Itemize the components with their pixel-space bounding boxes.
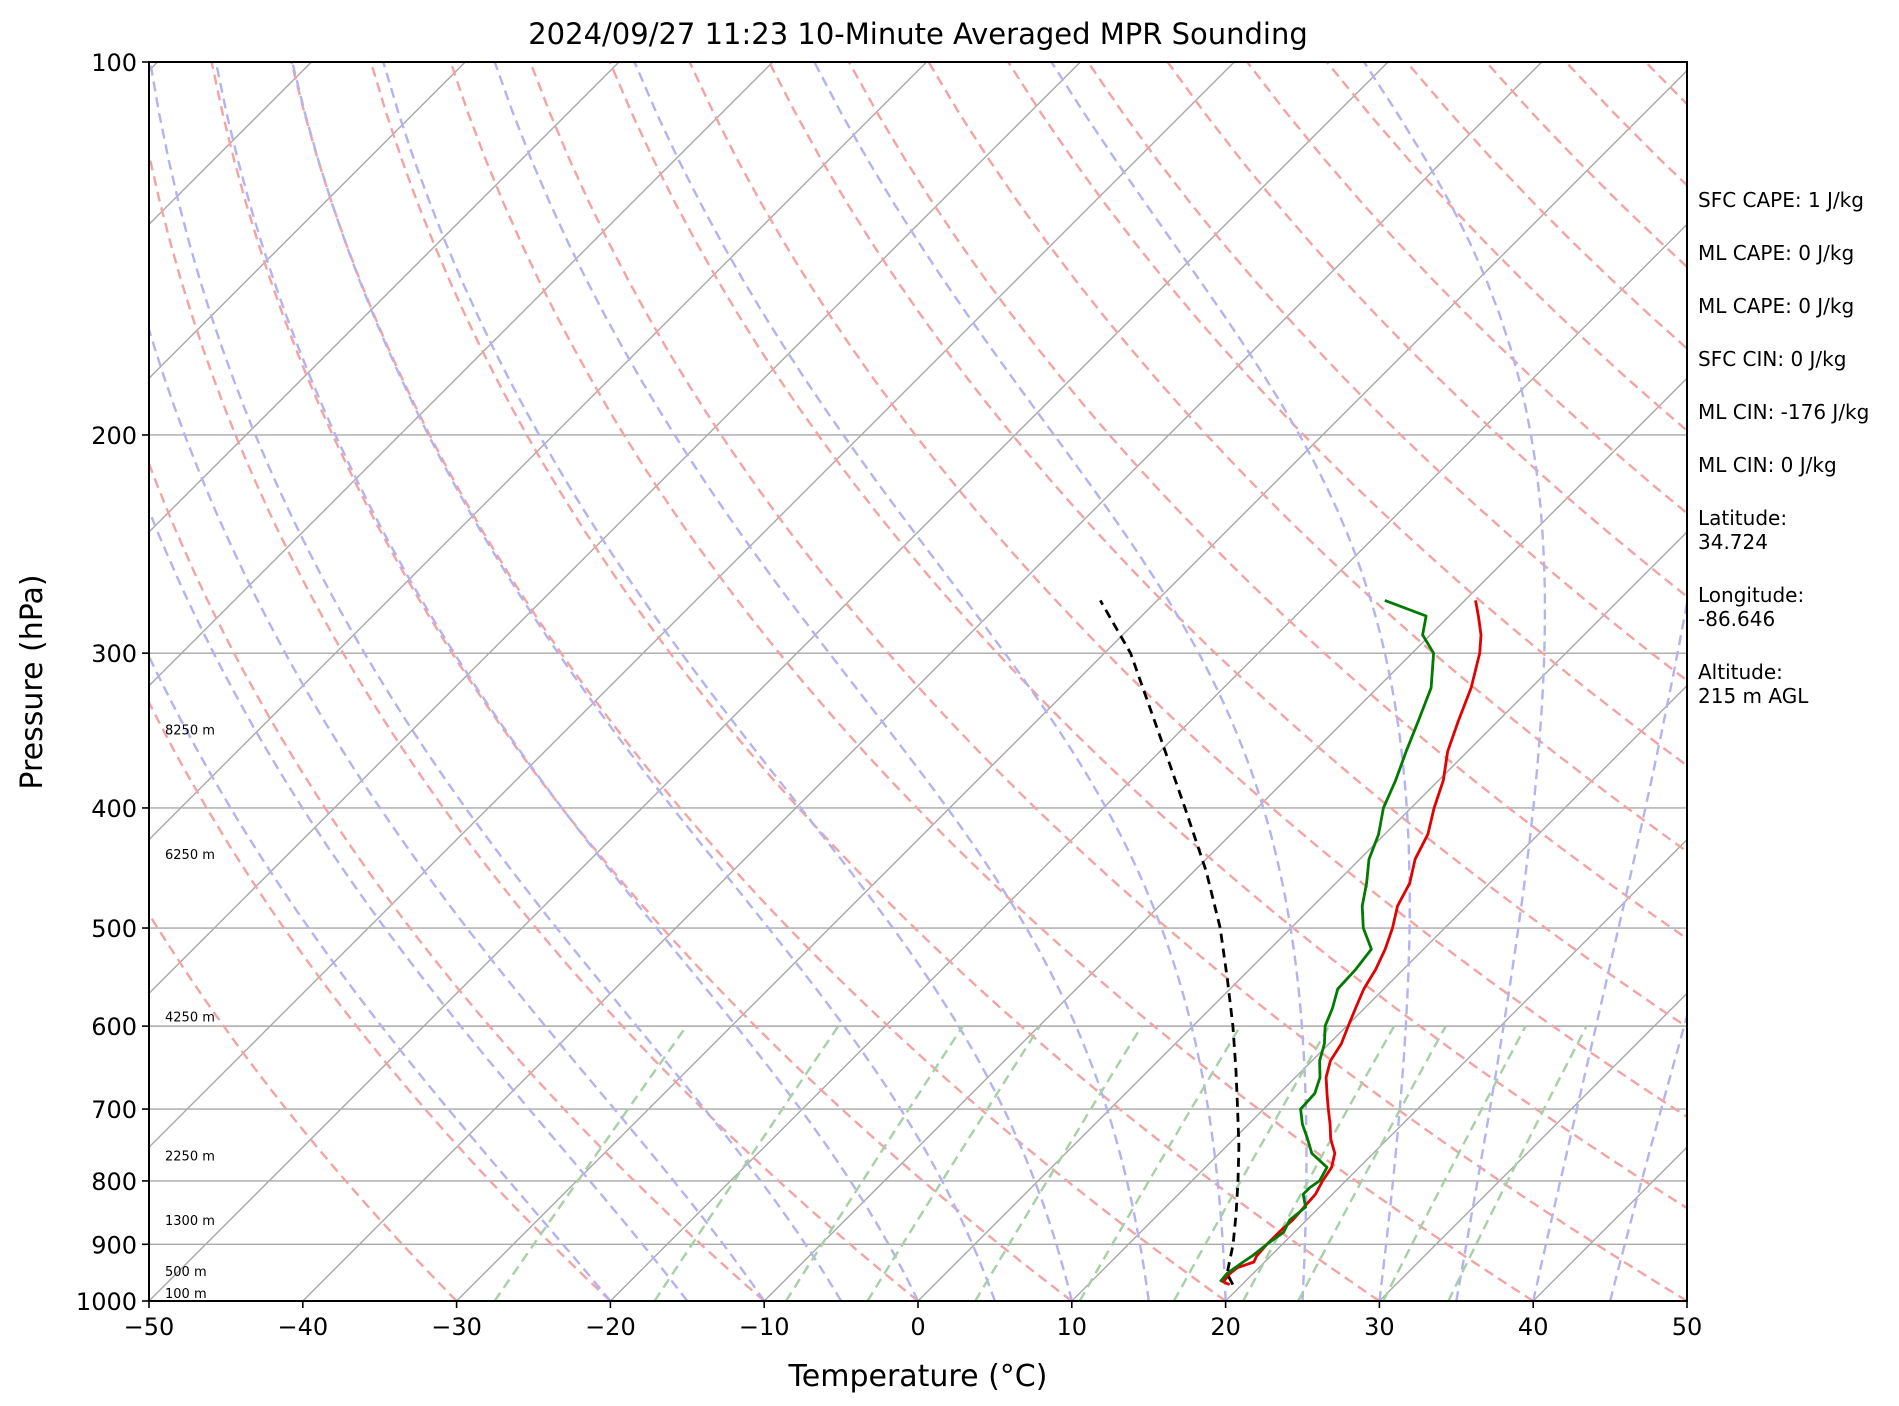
x-tick-label: 50 [1672,1313,1703,1341]
x-tick-label: −20 [585,1313,636,1341]
moist-adiabat [214,62,920,1301]
isotherm [302,62,1543,1301]
moist-adiabat [493,62,1150,1301]
x-tick-label: −10 [739,1313,790,1341]
moist-adiabat [291,62,997,1301]
stat-altitude: Altitude: 215 m AGL [1698,660,1809,708]
isotherm [763,377,1687,1301]
dry-adiabat [149,148,919,1301]
dry-adiabat [149,699,612,1301]
dry-adiabat [210,62,1073,1301]
y-tick-label: 600 [91,1013,137,1041]
isotherm [1071,684,1687,1301]
x-tick-label: −30 [431,1313,482,1341]
isotherm [149,62,1235,1149]
moist-adiabat [149,507,689,1301]
height-label: 4250 m [165,1011,215,1026]
dewpoint-profile [1219,599,1435,1283]
mixing-ratio-line [1242,1025,1396,1301]
mixing-ratio-line [493,1025,688,1301]
moist-adiabat [1050,62,1411,1301]
dry-adiabat [149,460,765,1301]
dry-adiabat [608,62,1687,1210]
mixing-ratio-line [974,1025,1143,1301]
isotherm [1225,838,1687,1301]
stat-latitude: Latitude: 34.724 [1698,506,1788,554]
height-label: 8250 m [165,724,215,739]
y-tick-label: 400 [91,795,137,823]
x-tick-label: 10 [1057,1313,1088,1341]
height-label: 2250 m [165,1149,215,1164]
temperature-profile [1221,600,1483,1286]
x-tick-label: 30 [1364,1313,1395,1341]
isotherm [149,62,1081,995]
dry-adiabat [149,911,458,1301]
y-axis-label: Pressure (hPa) [15,574,50,789]
dry-adiabat [290,62,1227,1301]
y-tick-label: 700 [91,1096,137,1124]
x-tick-label: −40 [277,1313,328,1341]
chart-title: 2024/09/27 11:23 10-Minute Averaged MPR … [528,17,1308,51]
isotherm [149,62,1389,1301]
height-label: 100 m [165,1287,207,1302]
y-tick-label: 100 [91,49,137,77]
stat-sfc-cin: SFC CIN: 0 J/kg [1698,347,1847,371]
isotherm [1378,992,1687,1301]
x-tick-label: 40 [1518,1313,1549,1341]
y-tick-label: 800 [91,1168,137,1196]
isotherm [456,69,1687,1301]
moist-adiabat [382,62,1073,1301]
dry-adiabat [847,62,1687,941]
moist-adiabat [1532,595,1687,1301]
mixing-ratio-line [784,1025,964,1301]
y-tick-label: 200 [91,422,137,450]
isotherm [149,62,928,841]
dry-adiabat [688,62,1687,1119]
height-label: 500 m [165,1265,207,1280]
y-tick-label: 500 [91,915,137,943]
x-axis-label: Temperature (°C) [788,1359,1048,1394]
plot-frame [148,61,1688,1302]
moist-adiabat [633,62,1227,1301]
isotherm [149,62,466,380]
dry-adiabat [449,62,1534,1301]
y-tick-label: 1000 [76,1288,137,1316]
mixing-ratio-line [1382,1025,1527,1301]
dry-adiabat [1086,62,1687,683]
mixing-ratio-line [1172,1025,1330,1301]
mixing-ratio-line [653,1025,840,1301]
isotherm [609,223,1687,1301]
stat-ml-cin-2: ML CIN: 0 J/kg [1698,453,1837,477]
y-tick-label: 300 [91,640,137,668]
stat-longitude: Longitude: -86.646 [1698,583,1805,631]
moist-adiabat [813,62,1308,1301]
mixing-ratio-line [1447,1025,1588,1301]
x-tick-label: 0 [910,1313,925,1341]
stat-ml-cin: ML CIN: -176 J/kg [1698,400,1870,424]
dry-adiabat [369,62,1381,1301]
mixing-ratio-line [866,1025,1041,1301]
mixing-ratio-line [1297,1025,1447,1301]
isotherm [149,62,774,687]
y-tick-label: 900 [91,1231,137,1259]
height-label: 1300 m [165,1214,215,1229]
moist-adiabat [149,653,612,1301]
isotherm [0,62,4,1301]
isotherm [149,62,620,533]
moist-adiabat [1362,62,1547,1301]
height-label: 6250 m [165,848,215,863]
stat-sfc-cape: SFC CAPE: 1 J/kg [1698,188,1864,212]
moist-adiabat [149,325,766,1301]
sounding-stats-panel: SFC CAPE: 1 J/kg ML CAPE: 0 J/kg ML CAPE… [1698,188,1898,737]
moist-adiabat [149,62,843,1301]
x-tick-label: −50 [124,1313,175,1341]
stat-ml-cape-2: ML CAPE: 0 J/kg [1698,294,1855,318]
stat-ml-cape: ML CAPE: 0 J/kg [1698,241,1855,265]
isotherm [917,531,1687,1301]
x-tick-label: 20 [1210,1313,1241,1341]
